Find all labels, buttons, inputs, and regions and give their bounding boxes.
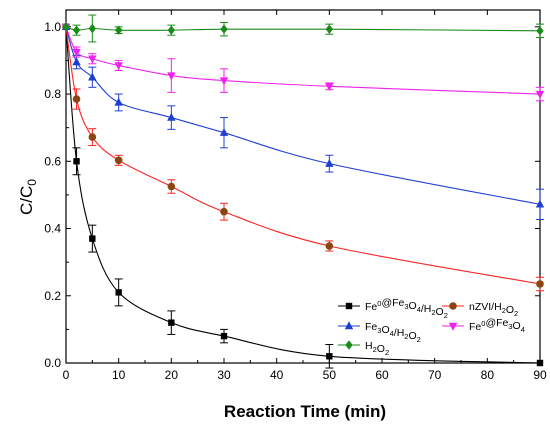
markers-group xyxy=(61,22,545,367)
data-point xyxy=(167,182,176,191)
y-tick-label: 0.6 xyxy=(44,154,61,168)
series-line xyxy=(65,26,541,285)
data-point xyxy=(72,57,81,66)
data-point xyxy=(325,158,334,167)
x-tick-label: 40 xyxy=(270,368,284,382)
y-axis-title-subscript: 0 xyxy=(25,179,39,186)
y-tick-label: 0.2 xyxy=(44,289,61,303)
data-point xyxy=(114,62,123,71)
legend-label: H2O2 xyxy=(365,340,389,357)
data-point xyxy=(88,55,97,64)
x-tick-label: 60 xyxy=(375,368,389,382)
legend-item: H2O2 xyxy=(338,340,389,357)
data-point xyxy=(72,48,81,57)
data-point xyxy=(326,353,333,360)
data-point xyxy=(62,22,70,32)
data-point xyxy=(220,332,228,340)
data-point xyxy=(114,156,123,165)
x-axis-title: Reaction Time (min) xyxy=(224,402,386,421)
x-tick-label: 90 xyxy=(533,368,547,382)
data-point xyxy=(219,128,229,136)
x-tick-label: 20 xyxy=(165,368,179,382)
legend-marker xyxy=(345,302,353,310)
data-point xyxy=(167,112,176,121)
data-point xyxy=(115,289,122,296)
legend-item: Fe0@Fe3O4/H2O2 xyxy=(338,297,448,320)
y-tick-label: 0.0 xyxy=(44,356,61,370)
data-point xyxy=(88,133,97,141)
x-tick-label: 80 xyxy=(481,368,495,382)
legend-label: nZVI/H2O2 xyxy=(469,301,518,318)
series-line xyxy=(65,26,541,205)
data-point xyxy=(325,242,334,250)
data-point xyxy=(535,90,545,99)
y-axis-title-main: C/C xyxy=(17,186,36,215)
data-point xyxy=(325,83,334,92)
legend-marker xyxy=(448,322,458,331)
series-line xyxy=(65,26,541,95)
y-axis-title: C/C0 xyxy=(17,179,39,215)
legend-label: Fe3O4/H2O2 xyxy=(365,321,421,344)
data-point xyxy=(535,199,545,208)
data-point xyxy=(88,23,97,34)
x-tick-label: 70 xyxy=(428,368,442,382)
series-line xyxy=(65,26,541,32)
data-point xyxy=(72,25,81,35)
legend: Fe0@Fe3O4/H2O2 nZVI/H2O2 Fe3O4/H2O2 Fe0@Fe3… xyxy=(338,297,525,357)
legend-item: Fe0@Fe3O4 xyxy=(442,317,525,334)
y-tick-label: 1.0 xyxy=(44,20,61,34)
legend-item: nZVI/H2O2 xyxy=(442,301,518,318)
x-tick-label: 0 xyxy=(63,368,70,382)
legend-marker xyxy=(449,302,457,310)
data-point xyxy=(536,280,544,288)
data-point xyxy=(325,24,334,34)
legend-label: Fe0@Fe3O4 xyxy=(469,317,525,334)
y-tick-label: 0.8 xyxy=(44,87,61,101)
data-point xyxy=(536,26,544,36)
data-point xyxy=(89,235,96,242)
legend-marker xyxy=(345,340,353,350)
data-point xyxy=(168,319,175,326)
legend-item: Fe3O4/H2O2 xyxy=(338,321,421,344)
data-point xyxy=(220,207,228,216)
data-point xyxy=(114,25,123,35)
data-point xyxy=(219,77,229,86)
x-tick-label: 10 xyxy=(112,368,126,382)
x-tick-label: 30 xyxy=(217,368,231,382)
x-tick-label: 50 xyxy=(323,368,337,382)
data-point xyxy=(73,158,80,165)
data-point xyxy=(167,25,176,35)
data-point xyxy=(114,97,123,106)
legend-marker xyxy=(344,321,354,330)
data-point xyxy=(72,95,81,103)
data-point xyxy=(167,72,176,81)
y-tick-label: 0.4 xyxy=(44,222,61,236)
data-point xyxy=(88,72,97,81)
legend-label: Fe0@Fe3O4/H2O2 xyxy=(365,297,448,320)
data-point xyxy=(220,24,228,34)
data-point xyxy=(536,359,544,367)
